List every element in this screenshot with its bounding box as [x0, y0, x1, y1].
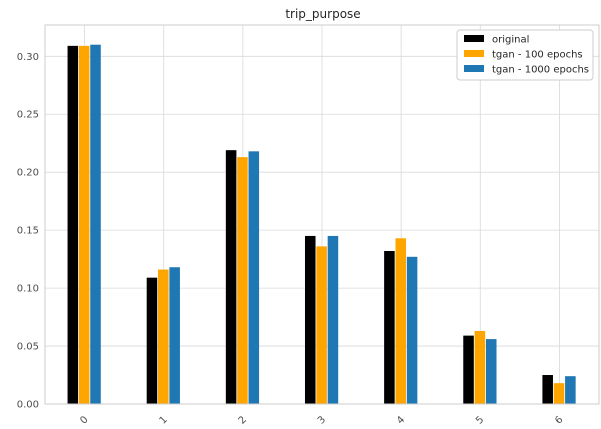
- bar-tgan-100-epochs-4: [395, 238, 407, 404]
- y-tick-label: 0.00: [17, 400, 39, 411]
- bar-tgan-100-epochs-5: [474, 330, 486, 404]
- legend-swatch: [464, 50, 484, 57]
- plot-frame: [44, 24, 600, 405]
- bar-tgan-1000-epochs-3: [327, 235, 339, 404]
- bar-tgan-1000-epochs-0: [90, 44, 101, 404]
- bar-tgan-100-epochs-3: [316, 246, 327, 404]
- y-tick-label: 0.25: [17, 110, 39, 121]
- legend-label: tgan - 1000 epochs: [492, 65, 589, 76]
- chart-title: trip_purpose: [285, 7, 360, 21]
- y-tick-label: 0.20: [17, 168, 39, 179]
- x-tick-label: 1: [158, 414, 170, 426]
- bar-tgan-1000-epochs-6: [565, 376, 576, 404]
- bar-original-5: [463, 335, 474, 404]
- bar-tgan-100-epochs-0: [78, 45, 90, 404]
- y-tick-label: 0.30: [17, 52, 39, 63]
- x-tick-label: 5: [474, 414, 486, 426]
- plot-area: 0.00 0.05 0.10 0.15 0.20 0.25 0.30 0 1 2 3 4 5 6 origi…: [17, 24, 600, 427]
- y-tick-label: 0.05: [17, 342, 39, 353]
- bar-original-2: [225, 150, 237, 404]
- y-tick-label: 0.15: [17, 226, 39, 237]
- legend-label: original: [492, 35, 529, 46]
- bar-original-0: [67, 45, 79, 404]
- legend-box: [456, 29, 594, 81]
- x-tick-label: 0: [78, 414, 90, 426]
- x-tick-label: 2: [237, 414, 249, 426]
- bar-tgan-1000-epochs-4: [406, 256, 418, 404]
- bar-tgan-100-epochs-2: [237, 157, 248, 404]
- legend-swatch: [464, 35, 484, 42]
- bar-original-1: [146, 277, 158, 404]
- bar-tgan-1000-epochs-5: [485, 339, 497, 404]
- bar-original-4: [384, 251, 395, 404]
- x-tick-label: 3: [316, 414, 328, 426]
- x-tick-label: 6: [553, 414, 565, 426]
- bar-tgan-100-epochs-1: [158, 269, 169, 404]
- bar-original-3: [304, 235, 316, 404]
- bar-tgan-1000-epochs-1: [169, 267, 180, 404]
- y-tick-label: 0.10: [17, 284, 39, 295]
- bar-tgan-1000-epochs-2: [248, 151, 260, 404]
- x-tick-label: 4: [395, 414, 407, 426]
- legend-swatch: [464, 65, 484, 72]
- legend-label: tgan - 100 epochs: [492, 50, 583, 61]
- bar-tgan-100-epochs-6: [553, 383, 565, 404]
- bar-original-6: [542, 375, 553, 404]
